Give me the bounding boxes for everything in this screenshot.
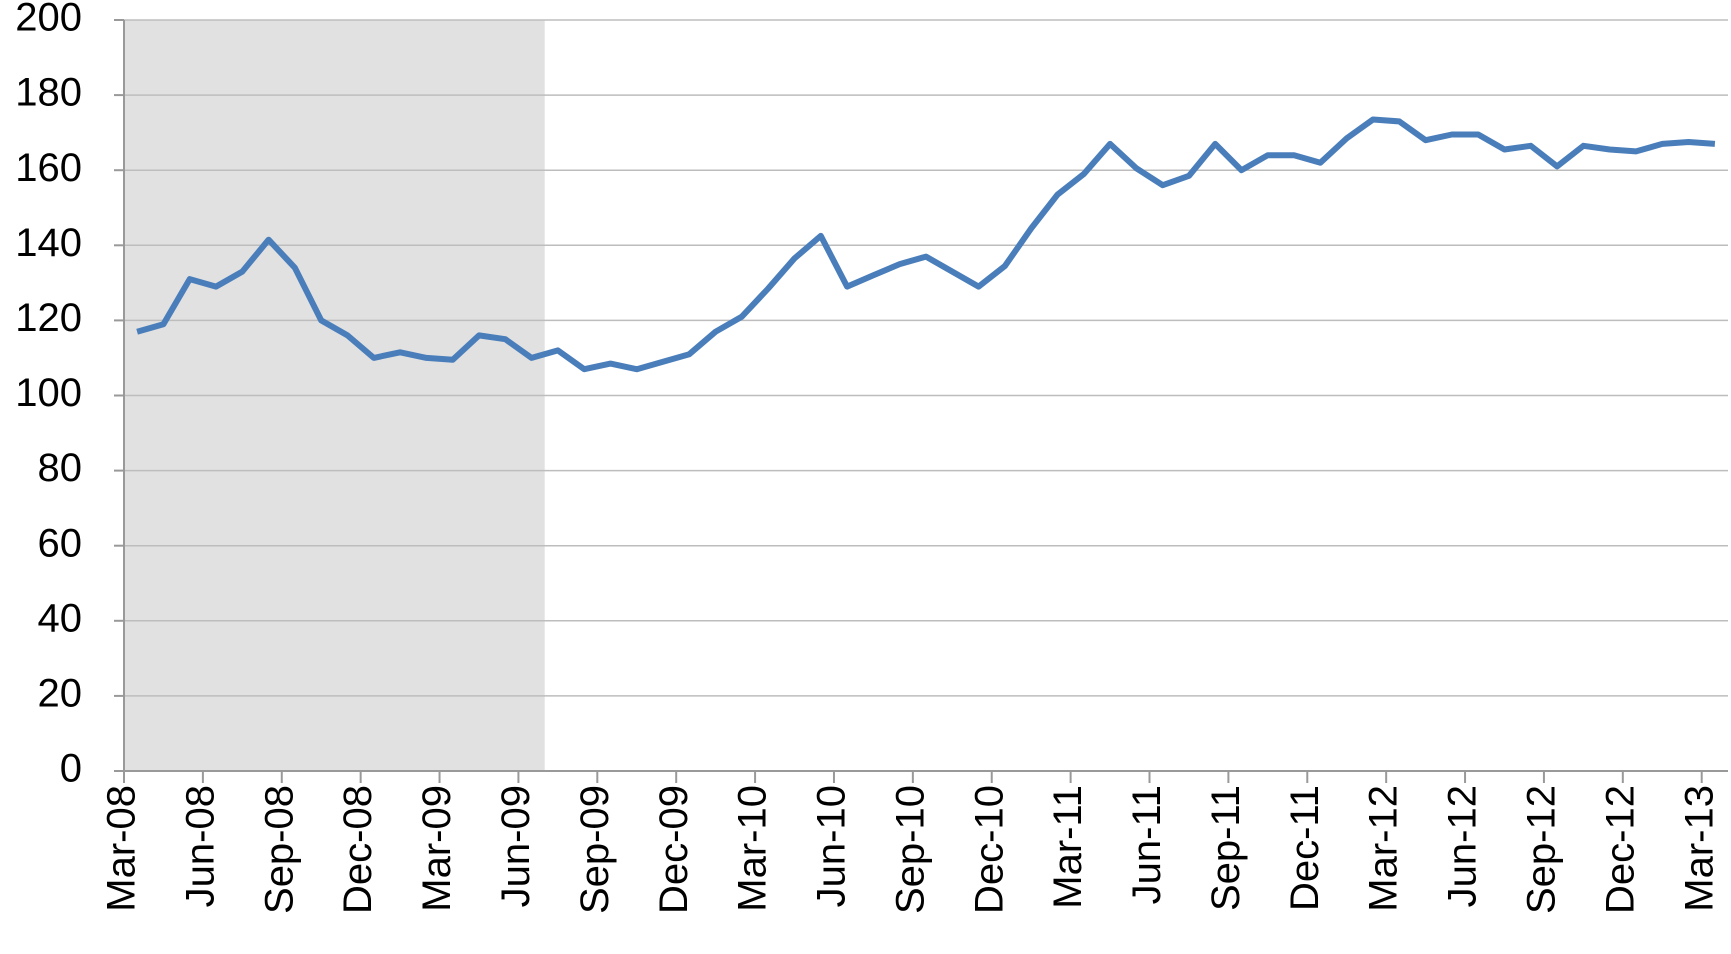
y-tick-label: 180	[15, 71, 82, 115]
x-tick-label: Jun-12	[1441, 785, 1485, 907]
x-tick-label: Jun-10	[810, 785, 854, 907]
x-tick-label: Jun-08	[178, 785, 222, 907]
x-tick-label: Dec-08	[336, 785, 380, 914]
series-line	[136, 116, 1716, 373]
y-tick-label: 40	[38, 596, 83, 640]
x-tick-label: Dec-10	[967, 785, 1011, 914]
x-tick-label: Sep-09	[573, 785, 617, 914]
x-tick-label: Mar-13	[1677, 785, 1721, 912]
y-tick-label: 160	[15, 146, 82, 190]
y-tick-label: 60	[38, 521, 83, 565]
x-tick-label: Sep-11	[1204, 785, 1248, 911]
x-tick-label: Dec-11	[1283, 785, 1327, 911]
x-tick-label: Mar-11	[1046, 785, 1090, 909]
y-tick-label: 80	[38, 446, 83, 490]
y-tick-label: 100	[15, 371, 82, 415]
x-tick-label: Sep-08	[257, 785, 301, 914]
y-tick-label: 140	[15, 221, 82, 265]
y-tick-label: 120	[15, 296, 82, 340]
x-tick-label: Dec-09	[652, 785, 696, 914]
x-tick-label: Jun-09	[494, 785, 538, 907]
x-tick-label: Mar-10	[731, 785, 775, 912]
x-tick-label: Mar-09	[415, 785, 459, 912]
x-tick-label: Mar-12	[1362, 785, 1406, 912]
y-tick-label: 200	[15, 0, 82, 40]
x-tick-label: Sep-10	[888, 785, 932, 914]
x-tick-label: Mar-08	[100, 785, 144, 912]
y-tick-label: 0	[60, 747, 82, 791]
y-tick-label: 20	[38, 671, 83, 715]
x-tick-label: Jun-11	[1125, 785, 1169, 904]
x-tick-label: Sep-12	[1519, 785, 1563, 914]
x-tick-label: Dec-12	[1598, 785, 1642, 914]
